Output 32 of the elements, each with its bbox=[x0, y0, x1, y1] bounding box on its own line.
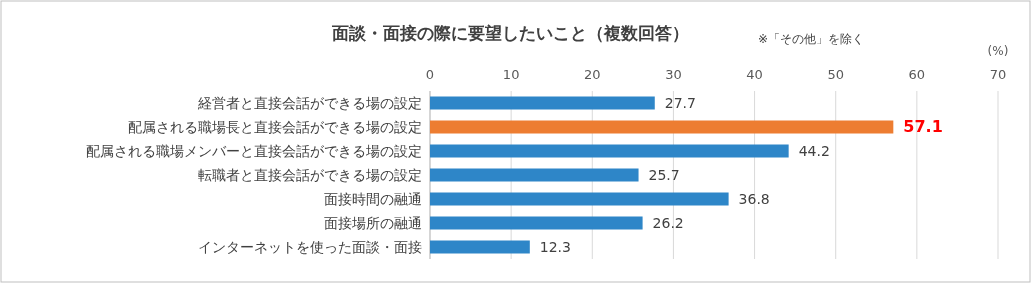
x-tick-label: 60 bbox=[908, 67, 926, 82]
bar bbox=[430, 168, 639, 182]
bar bbox=[430, 192, 729, 206]
y-tick-label: 面接場所の融通 bbox=[324, 215, 422, 231]
bar bbox=[430, 120, 894, 134]
bar bbox=[430, 240, 530, 254]
x-tick-label: 70 bbox=[989, 67, 1007, 82]
data-label: 36.8 bbox=[738, 191, 770, 207]
data-label: 57.1 bbox=[903, 117, 943, 136]
text: ※「その他」を除く bbox=[758, 32, 865, 46]
y-tick-label: 転職者と直接会話ができる場の設定 bbox=[198, 167, 422, 183]
y-tick-label: 面接時間の融通 bbox=[324, 191, 422, 207]
chart-title: 面談・面接の際に要望したいこと（複数回答） bbox=[330, 23, 689, 43]
bar bbox=[430, 96, 655, 110]
x-tick-label: 30 bbox=[665, 67, 682, 82]
bar bbox=[430, 144, 789, 158]
bar bbox=[430, 216, 643, 230]
x-tick-label: 50 bbox=[827, 67, 844, 82]
data-label: 25.7 bbox=[648, 167, 680, 183]
x-tick-label: 0 bbox=[425, 67, 435, 82]
data-label: 26.2 bbox=[652, 215, 684, 231]
x-tick-label: 10 bbox=[502, 67, 520, 82]
y-tick-label: 配属される職場長と直接会話ができる場の設定 bbox=[128, 119, 422, 135]
y-tick-label: 経営者と直接会話ができる場の設定 bbox=[197, 95, 422, 111]
x-axis-title: (%) bbox=[987, 44, 1009, 58]
data-label: 27.7 bbox=[664, 95, 696, 111]
x-tick-label: 20 bbox=[584, 67, 601, 82]
y-tick-label: 配属される職場メンバーと直接会話ができる場の設定 bbox=[86, 143, 422, 159]
data-label: 44.2 bbox=[798, 143, 830, 159]
x-tick-label: 40 bbox=[746, 67, 763, 82]
y-tick-label: インターネットを使った面談・面接 bbox=[198, 239, 422, 255]
data-label: 12.3 bbox=[539, 239, 571, 255]
